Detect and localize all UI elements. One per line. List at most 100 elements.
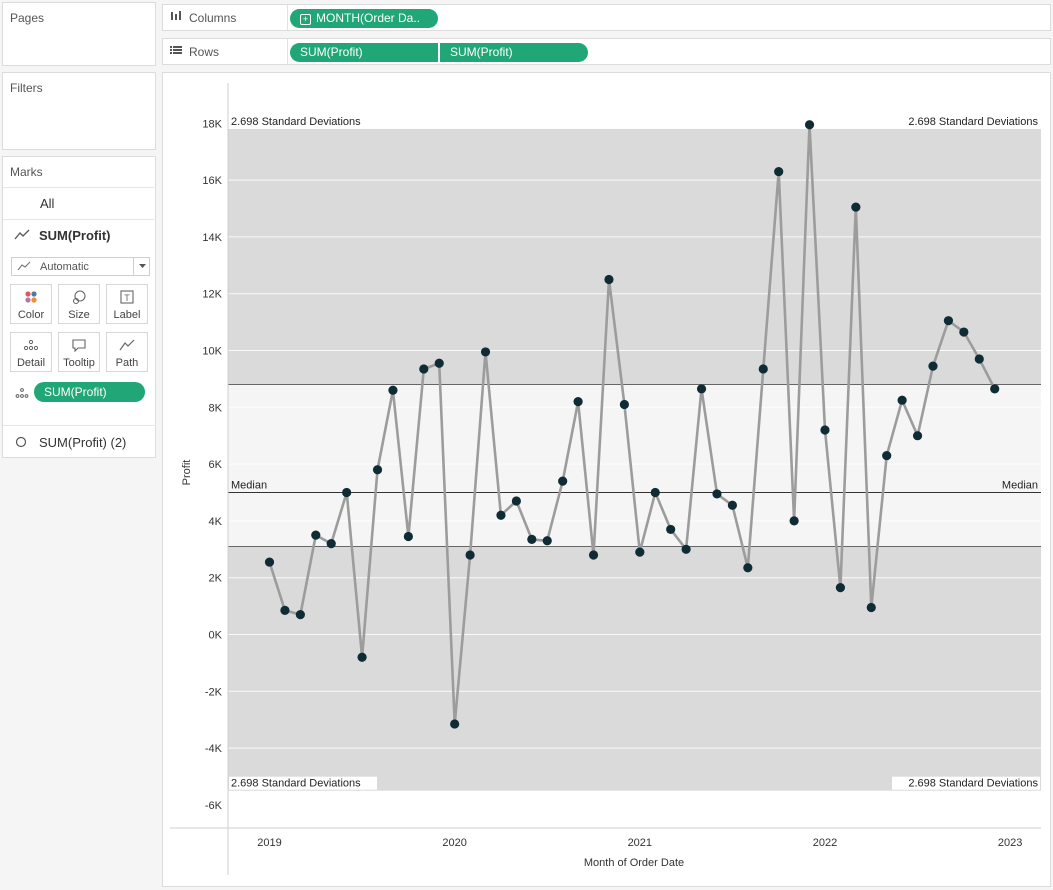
- data-point: [712, 489, 722, 499]
- data-point: [527, 534, 537, 544]
- svg-text:T: T: [124, 293, 130, 303]
- columns-shelf[interactable]: Columns + MONTH(Order Da..: [162, 4, 1051, 31]
- data-point: [480, 347, 491, 357]
- data-point: [388, 385, 398, 395]
- profit-line-chart: 2.698 Standard Deviations 2.698 Standard …: [170, 83, 1041, 875]
- x-tick-label: 2020: [442, 837, 466, 849]
- data-point: [681, 544, 691, 554]
- data-point: [357, 652, 367, 662]
- data-point: [450, 719, 460, 729]
- data-point: [403, 531, 413, 542]
- data-point: [943, 316, 954, 326]
- rows-shelf[interactable]: Rows SUM(Profit) SUM(Profit): [162, 38, 1051, 65]
- y-tick-label: 10K: [202, 346, 222, 358]
- data-point: [866, 602, 876, 613]
- line-mark-icon: [14, 229, 30, 244]
- size-button[interactable]: Size: [58, 284, 100, 324]
- view-area: 2.698 Standard Deviations 2.698 Standard …: [162, 72, 1051, 887]
- path-button[interactable]: Path: [106, 332, 148, 372]
- x-tick-label: 2022: [813, 837, 837, 849]
- y-tick-label: 12K: [202, 289, 222, 301]
- reference-label-background: [892, 114, 1040, 128]
- marks-card: Marks All SUM(Profit) Automatic Color Si…: [2, 156, 156, 458]
- data-point: [372, 465, 383, 475]
- y-tick-label: 18K: [202, 118, 222, 130]
- tooltip-button[interactable]: Tooltip: [58, 332, 100, 372]
- detail-icon: [15, 386, 29, 404]
- columns-label: Columns: [189, 10, 237, 25]
- std-dev-band-inner: [228, 384, 1041, 547]
- y-tick-label: 16K: [202, 175, 222, 187]
- reference-label-background: [229, 776, 377, 790]
- reference-label-background: [892, 776, 1040, 790]
- tooltip-label: Tooltip: [63, 357, 95, 369]
- tooltip-icon: [59, 337, 99, 357]
- x-tick-label: 2019: [257, 837, 281, 849]
- rows-label: Rows: [189, 44, 220, 59]
- data-point: [311, 530, 321, 540]
- data-point: [558, 476, 568, 486]
- color-button[interactable]: Color: [10, 284, 52, 324]
- data-point: [835, 583, 846, 593]
- rows-field-pill[interactable]: SUM(Profit): [440, 43, 588, 62]
- detail-button[interactable]: Detail: [10, 332, 52, 372]
- label-label: Label: [113, 309, 141, 321]
- data-point: [342, 487, 352, 498]
- marks-layer-1-label: SUM(Profit): [39, 228, 111, 243]
- size-icon: [59, 289, 99, 309]
- data-point: [959, 327, 969, 337]
- data-point: [588, 550, 599, 560]
- marks-layer-1-tab[interactable]: SUM(Profit): [3, 219, 156, 251]
- y-tick-label: 0K: [209, 630, 223, 642]
- color-label: Color: [17, 309, 45, 321]
- rows-field-pill[interactable]: SUM(Profit): [290, 43, 438, 62]
- data-point: [650, 487, 660, 498]
- data-point: [496, 510, 506, 520]
- marks-all-tab[interactable]: All: [3, 187, 156, 219]
- y-tick-label: 2K: [209, 573, 223, 585]
- x-axis-title: Month of Order Date: [584, 857, 684, 869]
- line-mark-icon: [17, 260, 31, 275]
- y-tick-label: -2K: [205, 686, 223, 698]
- marks-title: Marks: [10, 165, 43, 179]
- detail-field-pill[interactable]: SUM(Profit): [34, 382, 145, 402]
- columns-pill-label: MONTH(Order Da..: [316, 11, 421, 25]
- data-point: [743, 563, 753, 573]
- rows-shelf-label: Rows: [163, 39, 288, 64]
- data-point: [619, 399, 629, 410]
- marks-layer-2-tab[interactable]: SUM(Profit) (2): [3, 425, 156, 458]
- rows-icon: [169, 45, 183, 58]
- text-label-icon: T: [107, 289, 147, 309]
- data-point: [635, 547, 645, 557]
- y-tick-label: 6K: [209, 459, 223, 471]
- data-point: [897, 395, 907, 405]
- path-label: Path: [115, 357, 139, 369]
- std-dev-label: 2.698 Standard Deviations: [908, 116, 1038, 128]
- mark-type-dropdown[interactable]: Automatic: [11, 257, 150, 276]
- columns-icon: [169, 11, 183, 24]
- data-point: [326, 539, 336, 549]
- pages-card[interactable]: Pages: [2, 2, 156, 66]
- data-point: [820, 425, 830, 435]
- detail-icon: [11, 337, 51, 357]
- y-tick-label: 4K: [209, 516, 223, 528]
- label-button[interactable]: T Label: [106, 284, 148, 324]
- data-point: [280, 605, 290, 615]
- data-point: [928, 361, 938, 371]
- plus-icon: +: [300, 14, 311, 25]
- data-point: [465, 550, 475, 560]
- data-point: [804, 120, 815, 130]
- size-label: Size: [68, 309, 90, 321]
- columns-field-pill[interactable]: + MONTH(Order Da..: [290, 9, 438, 28]
- pages-title: Pages: [10, 11, 45, 25]
- detail-label: Detail: [16, 357, 46, 369]
- filters-card[interactable]: Filters: [2, 72, 156, 150]
- median-label: Median: [231, 480, 267, 492]
- data-point: [295, 610, 305, 620]
- data-point: [727, 500, 738, 510]
- std-dev-label: 2.698 Standard Deviations: [231, 116, 361, 128]
- columns-shelf-label: Columns: [163, 5, 288, 30]
- data-point: [990, 384, 1000, 394]
- data-point: [912, 431, 923, 441]
- marks-layer-2-label: SUM(Profit) (2): [39, 435, 127, 450]
